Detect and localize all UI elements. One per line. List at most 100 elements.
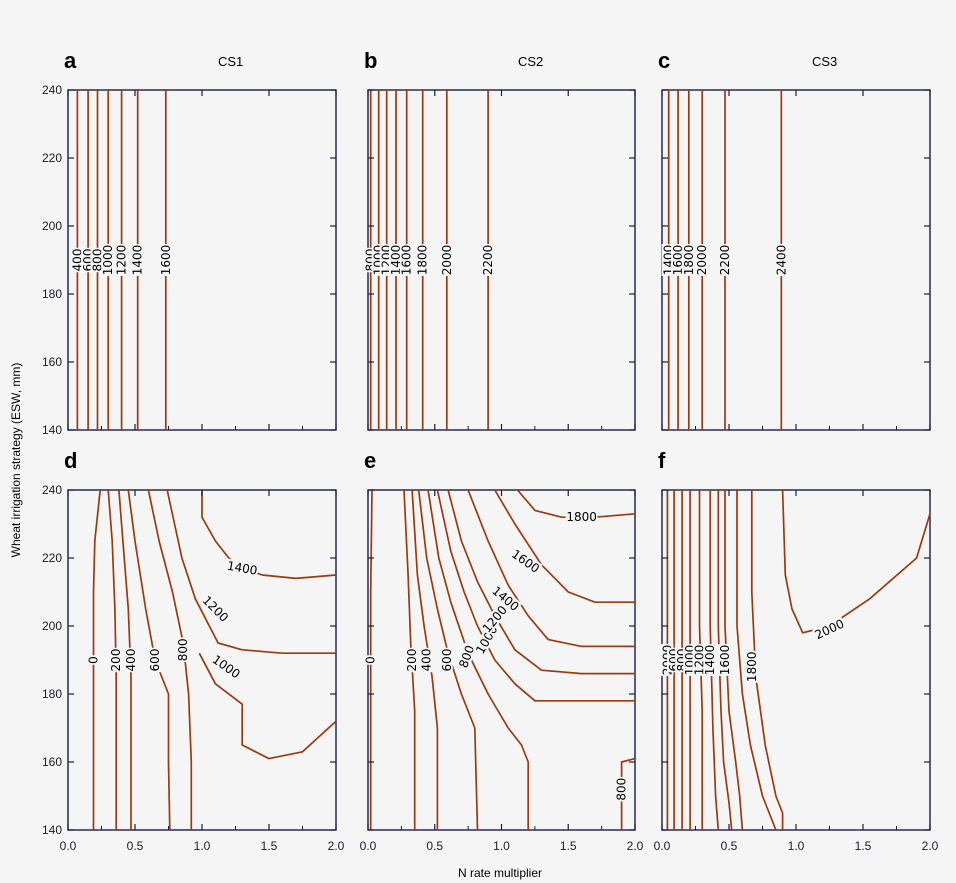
contour-line [494, 489, 635, 604]
contour-label: 800 [176, 638, 190, 661]
contour-label-bg [419, 647, 433, 673]
contour-label-group: 1400 [703, 644, 717, 676]
contour-label: 1600 [400, 245, 414, 276]
contour-label: 400 [420, 649, 434, 672]
contour-label-group: 800 [614, 776, 629, 802]
contour-line [467, 489, 635, 648]
contour-label-group: 1000 [101, 244, 115, 276]
contour-label-group: 800 [90, 247, 104, 273]
x-tick-label: 1.5 [560, 839, 577, 853]
contour-label-bg [717, 644, 731, 676]
contour-label-bg [565, 510, 598, 524]
contour-label-bg [744, 650, 758, 683]
contour-label-bg [90, 247, 104, 273]
contour-label-group: 1200 [692, 644, 707, 676]
panel-letter: f [658, 448, 666, 473]
panel-letter: b [364, 48, 377, 73]
y-tick-label: 180 [42, 687, 62, 701]
contour-label-group: 1600 [671, 244, 685, 276]
contour-label-bg [695, 244, 709, 276]
contour-label-group: 1400 [225, 558, 260, 578]
contour-label-bg [399, 244, 413, 276]
contour-label: 600 [440, 649, 454, 672]
contour-label: 600 [148, 649, 162, 672]
x-tick-label: 1.0 [194, 839, 211, 853]
contour-line [198, 652, 337, 760]
contour-label: 1200 [115, 245, 129, 276]
contour-line [717, 490, 733, 831]
x-tick-label: 0.5 [721, 839, 738, 853]
contour-label-group: 2200 [481, 244, 495, 276]
contour-label-group: 1600 [158, 244, 173, 276]
contour-label-group: 600 [439, 647, 454, 673]
contour-label-group: 400 [70, 247, 84, 273]
contour-label-group: 2400 [774, 244, 788, 276]
contour-label-bg [472, 622, 501, 657]
contour-label-bg [363, 655, 377, 665]
contour-label: 200 [405, 649, 419, 672]
contour-label: 2200 [481, 245, 495, 276]
x-tick-label: 1.0 [788, 839, 805, 853]
x-tick-label: 0.5 [426, 839, 443, 853]
contour-label-bg [692, 644, 706, 676]
contour-label-bg [70, 247, 84, 273]
contour-label-bg [614, 776, 628, 802]
y-tick-label: 200 [42, 619, 62, 633]
contour-label-bg [481, 244, 495, 276]
y-tick-label: 160 [42, 755, 62, 769]
contour-label-group: 1600 [717, 644, 732, 676]
panel-title: CS3 [812, 54, 837, 69]
contour-label: 1600 [159, 245, 173, 276]
y-tick-label: 160 [42, 355, 62, 369]
contour-label-bg [176, 637, 190, 663]
x-tick-label: 1.5 [261, 839, 278, 853]
contour-label-group: 1400 [389, 244, 403, 276]
contour-label-group: 1800 [744, 650, 759, 683]
panel-title: CS2 [518, 54, 543, 69]
contour-label-group: 1800 [565, 510, 598, 524]
contour-label-bg [681, 244, 695, 276]
contour-label-group: 1400 [130, 244, 145, 276]
contour-label-group: 200 [405, 647, 419, 673]
contour-label: 0 [86, 656, 100, 664]
contour-line [736, 490, 777, 831]
contour-line [436, 489, 635, 702]
contour-label: 1000 [101, 245, 115, 276]
contour-line [750, 490, 784, 830]
y-axis-label: Wheat irrigation strategy (ESW, mm) [9, 363, 23, 558]
panel-letter: a [64, 48, 77, 73]
contour-label: 2200 [718, 245, 732, 276]
contour-label-bg [508, 546, 543, 576]
contour-label-bg [148, 647, 162, 673]
contour-label-group: 1800 [415, 244, 430, 276]
contour-label-group: 1200 [114, 244, 129, 276]
contour-label-bg [439, 647, 453, 673]
contour-label-group: 2000 [439, 244, 454, 276]
contour-label: 400 [124, 649, 138, 672]
contour-label-group: 400 [123, 647, 138, 673]
contour-label: 800 [90, 249, 104, 272]
contour-line [620, 757, 636, 830]
contour-line [118, 489, 132, 830]
contour-label: 200 [109, 649, 123, 672]
x-tick-label: 1.0 [493, 839, 510, 853]
contour-label: 0 [364, 656, 378, 664]
contour-label: 800 [615, 778, 629, 801]
contour-label-bg [130, 244, 144, 276]
contour-label-bg [389, 244, 403, 276]
contour-line [427, 489, 530, 830]
y-tick-label: 200 [42, 219, 62, 233]
panel-title: CS1 [218, 54, 243, 69]
y-tick-label: 240 [42, 83, 62, 97]
contour-label-bg [717, 244, 731, 276]
contour-label-bg [671, 244, 685, 276]
contour-label: 1400 [703, 645, 717, 676]
contour-label-bg [114, 244, 128, 276]
contour-label-group: 400 [419, 647, 434, 673]
panel-letter: d [64, 448, 77, 473]
contour-label: 1800 [682, 245, 696, 276]
contour-label-bg [456, 642, 477, 671]
